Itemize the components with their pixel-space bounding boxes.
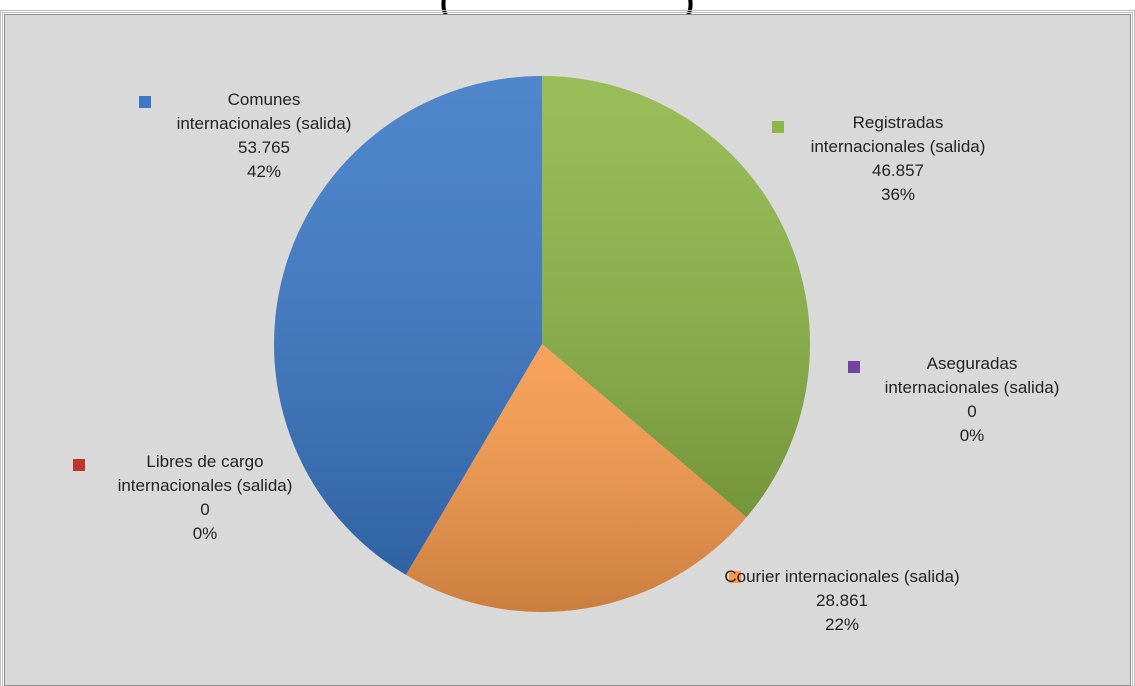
legend-marker-libres-de-cargo-internacionales-salida xyxy=(73,459,85,471)
legend-marker-registradas-internacionales-salida xyxy=(772,121,784,133)
label-name-line: Registradas xyxy=(853,113,944,132)
label-name-line: internacionales (salida) xyxy=(811,137,986,156)
legend-marker-aseguradas-internacionales-salida xyxy=(848,361,860,373)
legend-marker-courier-internacionales-salida xyxy=(729,571,741,583)
label-value: 53.765 xyxy=(238,138,290,157)
label-percent: 0% xyxy=(960,426,985,445)
data-label-comunes-internacionales-salida: Comunes internacionales (salida) 53.765 42% xyxy=(177,90,352,181)
label-percent: 22% xyxy=(825,615,859,634)
pie-slice-shade-registradas-internacionales-salida xyxy=(542,76,810,518)
label-name-line: Aseguradas xyxy=(927,354,1018,373)
label-percent: 42% xyxy=(247,162,281,181)
label-value: 0 xyxy=(200,500,209,519)
data-label-aseguradas-internacionales-salida: Aseguradas internacionales (salida) 0 0% xyxy=(885,354,1060,445)
data-label-libres-de-cargo-internacionales-salida: Libres de cargo internacionales (salida) 0… xyxy=(118,452,293,543)
label-value: 0 xyxy=(967,402,976,421)
label-percent: 0% xyxy=(193,524,218,543)
label-name-line: Comunes xyxy=(228,90,301,109)
label-name-line: internacionales (salida) xyxy=(885,378,1060,397)
label-name-line: Courier internacionales (salida) xyxy=(724,567,959,586)
label-value: 46.857 xyxy=(872,161,924,180)
pie-slice-shade-courier-internacionales-salida xyxy=(405,344,747,612)
data-label-registradas-internacionales-salida: Registradas internacionales (salida) 46.85… xyxy=(811,113,986,204)
legend-marker-comunes-internacionales-salida xyxy=(139,96,151,108)
label-name-line: internacionales (salida) xyxy=(177,114,352,133)
data-label-courier-internacionales-salida: Courier internacionales (salida) 28.861 22… xyxy=(724,567,959,634)
label-value: 28.861 xyxy=(816,591,868,610)
label-name-line: Libres de cargo xyxy=(146,452,263,471)
label-percent: 36% xyxy=(881,185,915,204)
chart-title-fragment: ( ) xyxy=(439,0,696,19)
pie-slice-shade-comunes-internacionales-salida xyxy=(274,76,542,575)
label-name-line: internacionales (salida) xyxy=(118,476,293,495)
